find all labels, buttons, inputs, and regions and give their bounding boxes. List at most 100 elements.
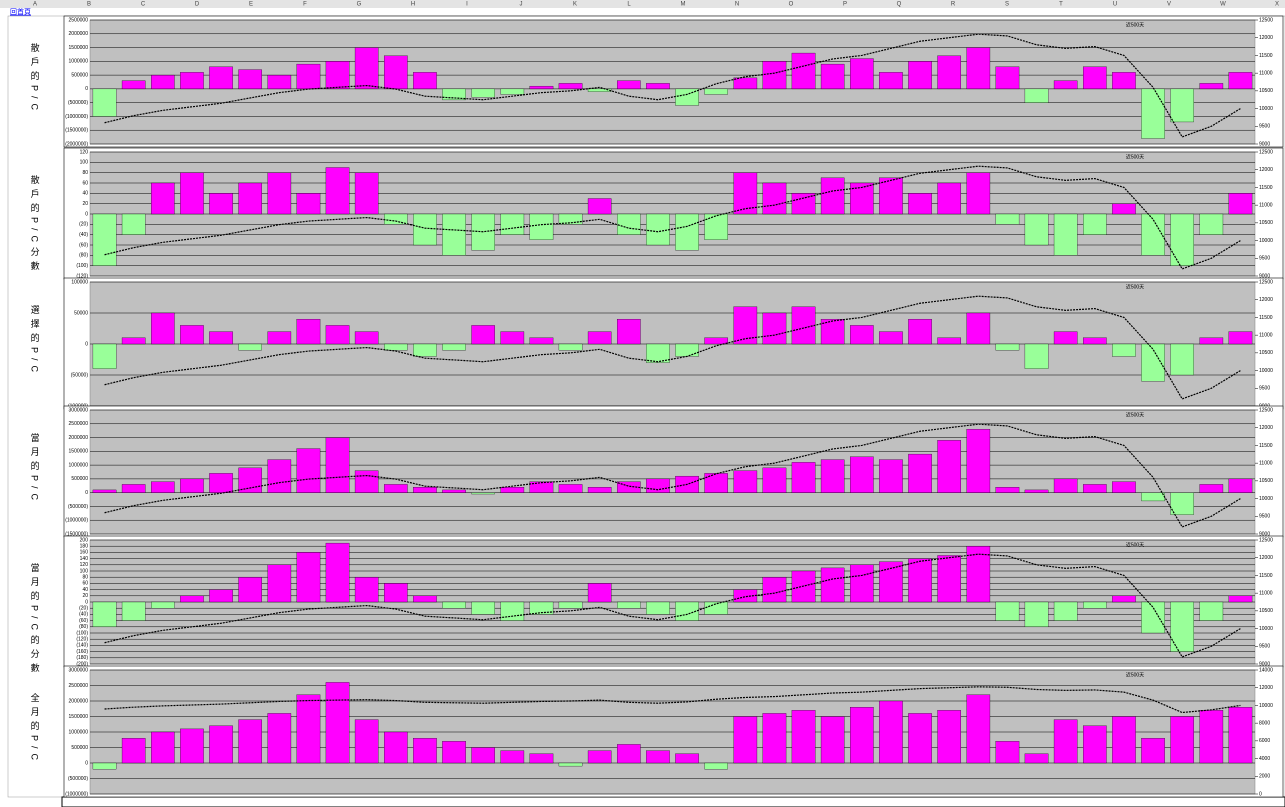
bar [92, 343, 117, 369]
bar [908, 558, 932, 603]
y-tick-label: 50000 [74, 310, 88, 316]
bar [733, 172, 758, 215]
bar [704, 601, 728, 615]
home-link[interactable]: 回首頁 [10, 7, 31, 16]
bar [1141, 492, 1165, 502]
bar [733, 306, 758, 345]
bar [762, 467, 787, 493]
y-tick-label: 140 [80, 556, 89, 562]
y2-tick-label: 11000 [1259, 202, 1273, 208]
y2-tick-label: 12500 [1259, 17, 1273, 23]
bar [1228, 193, 1253, 215]
y-tick-label: (500000) [68, 100, 88, 106]
bar [1228, 72, 1253, 90]
bar [646, 750, 670, 764]
bar [617, 80, 641, 90]
bar [267, 713, 292, 764]
column-header: P [843, 2, 847, 8]
column-header: V [1167, 2, 1171, 8]
row-label: 散戶的P/C [30, 42, 40, 115]
bar [442, 601, 466, 609]
y-tick-label: 500000 [71, 745, 88, 751]
column-header: R [951, 2, 956, 8]
bar [238, 343, 262, 351]
bar [151, 731, 175, 764]
bar [92, 601, 117, 627]
y-tick-label: 100 [80, 568, 89, 574]
bar [209, 589, 233, 603]
bar [850, 564, 874, 603]
bar [442, 213, 466, 256]
annotation: 近500天 [1126, 21, 1144, 28]
annotation: 近500天 [1126, 153, 1144, 160]
bar [442, 343, 466, 351]
bar [1112, 481, 1136, 493]
bar [1112, 72, 1136, 90]
y2-tick-label: 11500 [1259, 53, 1273, 59]
column-header: J [520, 2, 523, 8]
bar [879, 331, 903, 345]
bar [413, 343, 437, 357]
bar [238, 719, 262, 764]
bar [325, 437, 350, 493]
bar [121, 738, 146, 764]
bar [1053, 601, 1078, 621]
bar [151, 312, 175, 345]
y-tick-label: (160) [76, 649, 88, 655]
bar [558, 83, 583, 90]
bar [1199, 484, 1224, 493]
y2-tick-label: 11500 [1259, 573, 1273, 579]
y-tick-label: (40) [79, 612, 88, 618]
y-tick-label: (140) [76, 643, 88, 649]
y2-tick-label: 12000 [1259, 297, 1273, 303]
bar [121, 337, 146, 345]
y-tick-label: 1000000 [69, 462, 89, 468]
bar [762, 713, 787, 764]
column-header: T [1059, 2, 1063, 8]
bar [617, 601, 641, 609]
plot-area [89, 19, 1256, 145]
y-tick-label: (1500000) [65, 531, 88, 537]
y-tick-label: 0 [85, 341, 88, 347]
annotation: 近500天 [1126, 541, 1144, 548]
bar [879, 459, 903, 493]
bar [820, 177, 845, 215]
bar [384, 583, 408, 603]
y2-tick-label: 9000 [1259, 273, 1270, 279]
column-header: K [573, 2, 577, 8]
bar [558, 213, 583, 225]
y2-tick-label: 11500 [1259, 185, 1273, 191]
y-tick-label: 0 [85, 490, 88, 496]
bar [704, 213, 728, 240]
y-tick-label: 0 [85, 86, 88, 92]
y-tick-label: 2000000 [69, 435, 89, 441]
bar [267, 564, 292, 603]
bar [966, 172, 991, 215]
y-tick-label: (500000) [68, 776, 88, 782]
column-header: W [1220, 2, 1226, 8]
y2-tick-label: 11500 [1259, 443, 1273, 449]
bottom-strip [61, 796, 1285, 807]
price-line [104, 165, 1241, 270]
bar [442, 489, 466, 493]
column-header: D [195, 2, 200, 8]
y2-tick-label: 10500 [1259, 88, 1273, 94]
bar [121, 80, 146, 90]
bar [1141, 738, 1165, 764]
bar [675, 343, 699, 357]
y-tick-label: 160 [80, 550, 89, 556]
bar [529, 481, 554, 493]
bar [1170, 601, 1194, 652]
bar [908, 713, 932, 764]
y-tick-label: 60 [82, 581, 88, 587]
y-tick-label: 1500000 [69, 449, 89, 455]
bar [1228, 595, 1253, 603]
row-label: 當月的P/C [30, 432, 40, 505]
bar [587, 583, 612, 603]
bar [180, 595, 204, 603]
price-line [104, 686, 1241, 714]
column-header: L [627, 2, 631, 8]
bar [1170, 492, 1194, 515]
y-tick-label: (60) [79, 618, 88, 624]
bar [354, 331, 379, 345]
